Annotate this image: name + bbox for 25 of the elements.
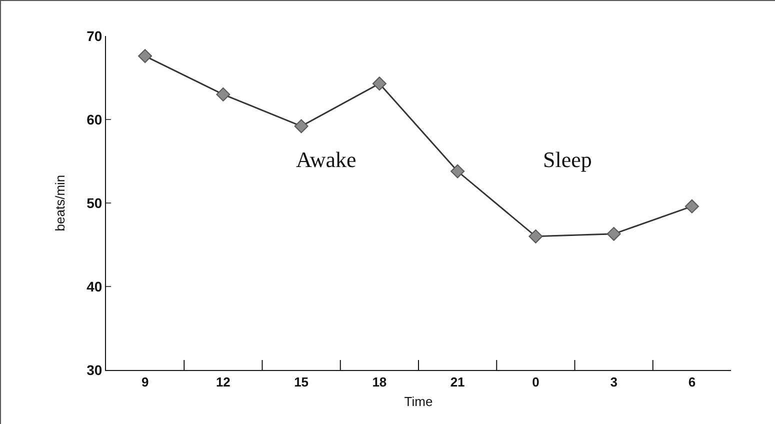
point — [138, 49, 152, 64]
y-tick-label: 40 — [86, 278, 102, 294]
point — [372, 76, 386, 91]
x-axis-title: Time — [404, 394, 433, 410]
annotation: Sleep — [543, 147, 592, 172]
x-tick-label: 12 — [216, 374, 230, 390]
x-tick-label: 0 — [532, 374, 540, 390]
x-tick-label: 3 — [610, 374, 618, 390]
point — [684, 199, 699, 214]
point — [606, 226, 621, 241]
x-tick-label: 21 — [450, 374, 465, 390]
y-axis-title: beats/min — [52, 174, 68, 232]
y-tick-label: 70 — [86, 28, 102, 44]
annotation: Awake — [296, 147, 356, 172]
x-tick-label: 15 — [294, 374, 309, 390]
y-tick-label: 50 — [86, 194, 102, 211]
y-tick-label: 30 — [86, 362, 102, 378]
y-tick-label: 60 — [86, 111, 102, 128]
point — [216, 87, 230, 102]
x-tick-label: 9 — [141, 374, 149, 390]
x-tick-label: 18 — [372, 374, 387, 390]
point — [528, 229, 543, 244]
point — [450, 164, 465, 178]
x-tick-label: 6 — [688, 374, 696, 390]
point — [294, 119, 308, 134]
